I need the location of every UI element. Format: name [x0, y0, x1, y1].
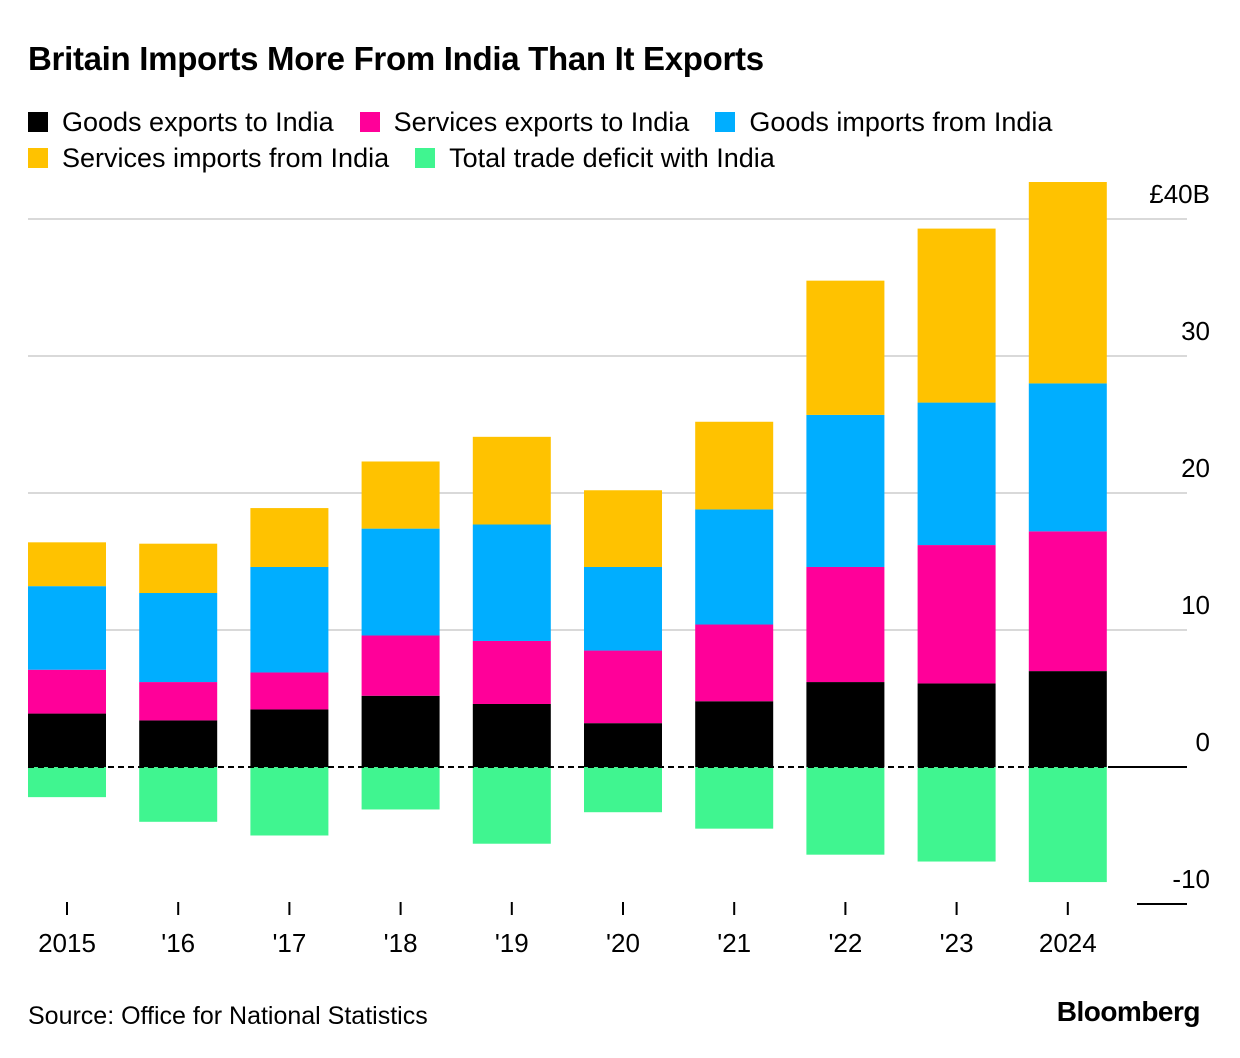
- bar-segment: [28, 542, 106, 587]
- bar-segment: [917, 402, 996, 546]
- x-tick-label: '17: [272, 928, 306, 958]
- bar-segment: [361, 695, 440, 767]
- y-tick-label: 20: [1181, 453, 1210, 483]
- legend-swatch: [28, 148, 48, 168]
- bar-segment: [584, 650, 662, 724]
- legend: Goods exports to India Services exports …: [28, 104, 1208, 176]
- bar-deficit: [1028, 767, 1107, 883]
- chart-title: Britain Imports More From India Than It …: [28, 40, 764, 77]
- bar-segment: [472, 640, 551, 704]
- legend-item-trade-deficit: Total trade deficit with India: [415, 143, 775, 174]
- bar-deficit: [250, 767, 329, 836]
- bar-deficit: [695, 767, 774, 829]
- bar-segment: [1028, 383, 1107, 532]
- bar-segment: [139, 682, 218, 721]
- bar-segment: [806, 682, 885, 767]
- y-tick-label: 10: [1181, 590, 1210, 620]
- legend-swatch: [28, 112, 48, 132]
- bar-segment: [1028, 671, 1107, 767]
- bar-deficit: [28, 767, 106, 798]
- bar-segment: [917, 683, 996, 767]
- bar-deficit: [361, 767, 440, 810]
- legend-item-services-imports: Services imports from India: [28, 143, 389, 174]
- bar-segment: [584, 566, 662, 651]
- legend-swatch: [715, 112, 736, 132]
- source-note: Source: Office for National Statistics: [28, 1002, 428, 1030]
- x-tick-label: '23: [940, 928, 974, 958]
- bar-segment: [361, 461, 440, 529]
- legend-label: Goods imports from India: [749, 106, 1053, 137]
- x-tick-label: 2015: [38, 928, 96, 958]
- x-tick-label: '20: [606, 928, 640, 958]
- bar-segment: [806, 414, 885, 567]
- legend-label: Goods exports to India: [62, 106, 334, 137]
- bar-segment: [361, 528, 440, 636]
- bar-segment: [250, 709, 329, 767]
- bar-segment: [917, 228, 996, 403]
- bar-segment: [695, 701, 774, 767]
- bar-segment: [139, 720, 218, 767]
- legend-row-2: Services imports from India Total trade …: [28, 140, 1208, 176]
- legend-swatch: [359, 112, 380, 132]
- bar-deficit: [917, 767, 996, 862]
- y-tick-label: -10: [1172, 864, 1210, 894]
- bar-segment: [584, 490, 662, 567]
- bar-deficit: [472, 767, 551, 844]
- bar-segment: [806, 566, 885, 683]
- bar-segment: [361, 635, 440, 696]
- bar-segment: [584, 723, 662, 767]
- legend-row-1: Goods exports to India Services exports …: [28, 104, 1208, 140]
- legend-label: Services imports from India: [62, 142, 390, 173]
- bar-segment: [28, 586, 106, 670]
- bar-deficit: [584, 767, 662, 813]
- y-tick-label: 0: [1196, 727, 1210, 757]
- bar-segment: [1028, 531, 1107, 672]
- bar-segment: [695, 421, 774, 510]
- x-tick-label: '16: [161, 928, 195, 958]
- legend-item-goods-exports: Goods exports to India: [28, 107, 334, 138]
- bar-segment: [139, 593, 218, 683]
- bar-deficit: [806, 767, 885, 855]
- legend-item-goods-imports: Goods imports from India: [715, 107, 1052, 138]
- legend-label: Services exports to India: [393, 106, 690, 137]
- bloomberg-logo: Bloomberg: [1056, 996, 1201, 1027]
- y-tick-label: 30: [1181, 316, 1210, 346]
- bar-segment: [917, 545, 996, 684]
- x-tick-label: '19: [495, 928, 529, 958]
- x-tick-label: '21: [717, 928, 751, 958]
- x-tick-label: '22: [828, 928, 862, 958]
- bar-segment: [28, 669, 106, 714]
- legend-item-services-exports: Services exports to India: [359, 106, 690, 138]
- bar-segment: [139, 543, 218, 594]
- bar-segment: [1028, 182, 1107, 384]
- bar-segment: [472, 524, 551, 641]
- legend-swatch: [415, 148, 436, 168]
- x-tick-label: '18: [384, 928, 418, 958]
- bar-segment: [250, 672, 329, 710]
- bar-segment: [28, 713, 106, 767]
- bar-segment: [472, 436, 551, 525]
- bar-segment: [695, 624, 774, 702]
- x-tick-label: 2024: [1039, 928, 1097, 958]
- legend-label: Total trade deficit with India: [449, 142, 775, 173]
- bar-segment: [806, 280, 885, 415]
- bar-segment: [472, 703, 551, 767]
- y-tick-label: £40B: [1149, 179, 1210, 209]
- bar-segment: [695, 509, 774, 625]
- bar-deficit: [139, 767, 218, 822]
- bar-segment: [250, 508, 329, 567]
- bar-segment: [250, 566, 329, 673]
